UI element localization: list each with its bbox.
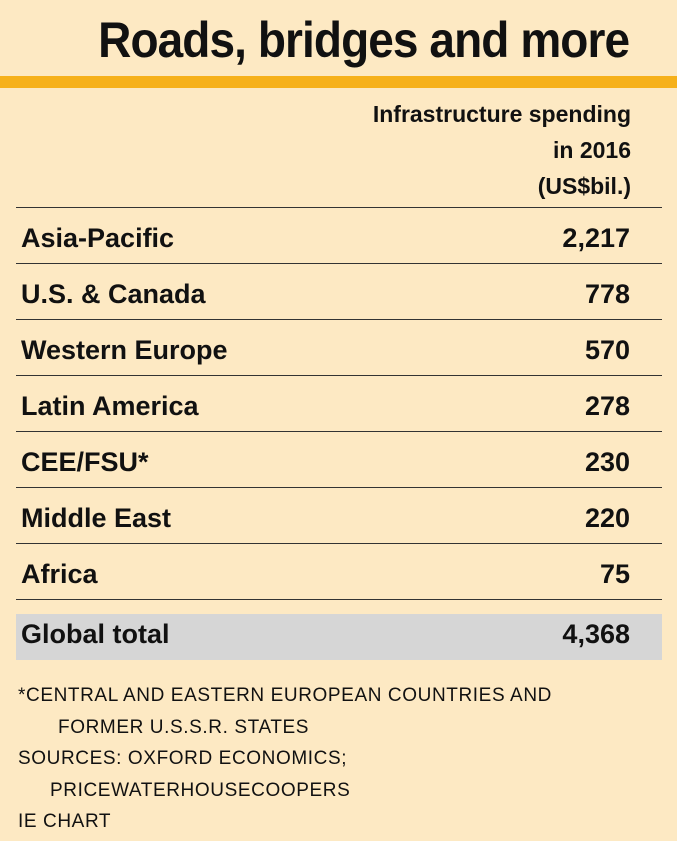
spending-value: 75 [599, 559, 630, 589]
region-label: U.S. & Canada [21, 279, 206, 309]
region-label: CEE/FSU* [21, 447, 149, 477]
region-label: Africa [21, 559, 98, 589]
table-row: CEE/FSU* 230 [16, 431, 662, 487]
table-row: Asia-Pacific 2,217 [16, 207, 662, 263]
chart-title: Roads, bridges and more [98, 12, 630, 68]
footnote-line-1: *CENTRAL AND EASTERN EUROPEAN COUNTRIES … [18, 685, 552, 706]
spending-value: 278 [584, 391, 630, 421]
spending-value: 220 [584, 503, 630, 533]
table-row: Latin America 278 [16, 375, 662, 431]
chart-credit: IE CHART [18, 811, 112, 832]
table-row: Africa 75 [16, 543, 662, 599]
footnote-line-2: FORMER U.S.S.R. STATES [58, 716, 310, 738]
column-header-line-3: (US$bil.) [537, 173, 631, 199]
spending-value: 2,217 [562, 223, 630, 253]
region-label: Latin America [21, 391, 199, 421]
title-accent-bar [0, 76, 677, 88]
region-label: Middle East [21, 503, 172, 533]
total-value: 4,368 [562, 619, 630, 649]
column-header-line-2: in 2016 [553, 137, 631, 163]
sources-line-1: SOURCES: OXFORD ECONOMICS; [18, 748, 348, 769]
chart-notes: *CENTRAL AND EASTERN EUROPEAN COUNTRIES … [18, 680, 552, 838]
spending-table: Asia-Pacific 2,217 U.S. & Canada 778 Wes… [16, 207, 662, 660]
table-row: Middle East 220 [16, 487, 662, 543]
table-row: Western Europe 570 [16, 319, 662, 375]
spending-value: 778 [584, 279, 630, 309]
spending-value: 570 [584, 335, 630, 365]
column-header: Infrastructure spending in 2016 (US$bil.… [373, 96, 631, 204]
total-label: Global total [21, 619, 170, 649]
column-header-line-1: Infrastructure spending [372, 101, 631, 127]
total-row: Global total 4,368 [16, 614, 662, 660]
region-label: Western Europe [21, 335, 228, 365]
region-label: Asia-Pacific [21, 223, 175, 253]
sources-line-2: PRICEWATERHOUSECOOPERS [50, 779, 351, 801]
table-row: U.S. & Canada 778 [16, 263, 662, 319]
spending-value: 230 [584, 447, 630, 477]
table-divider [16, 599, 662, 600]
